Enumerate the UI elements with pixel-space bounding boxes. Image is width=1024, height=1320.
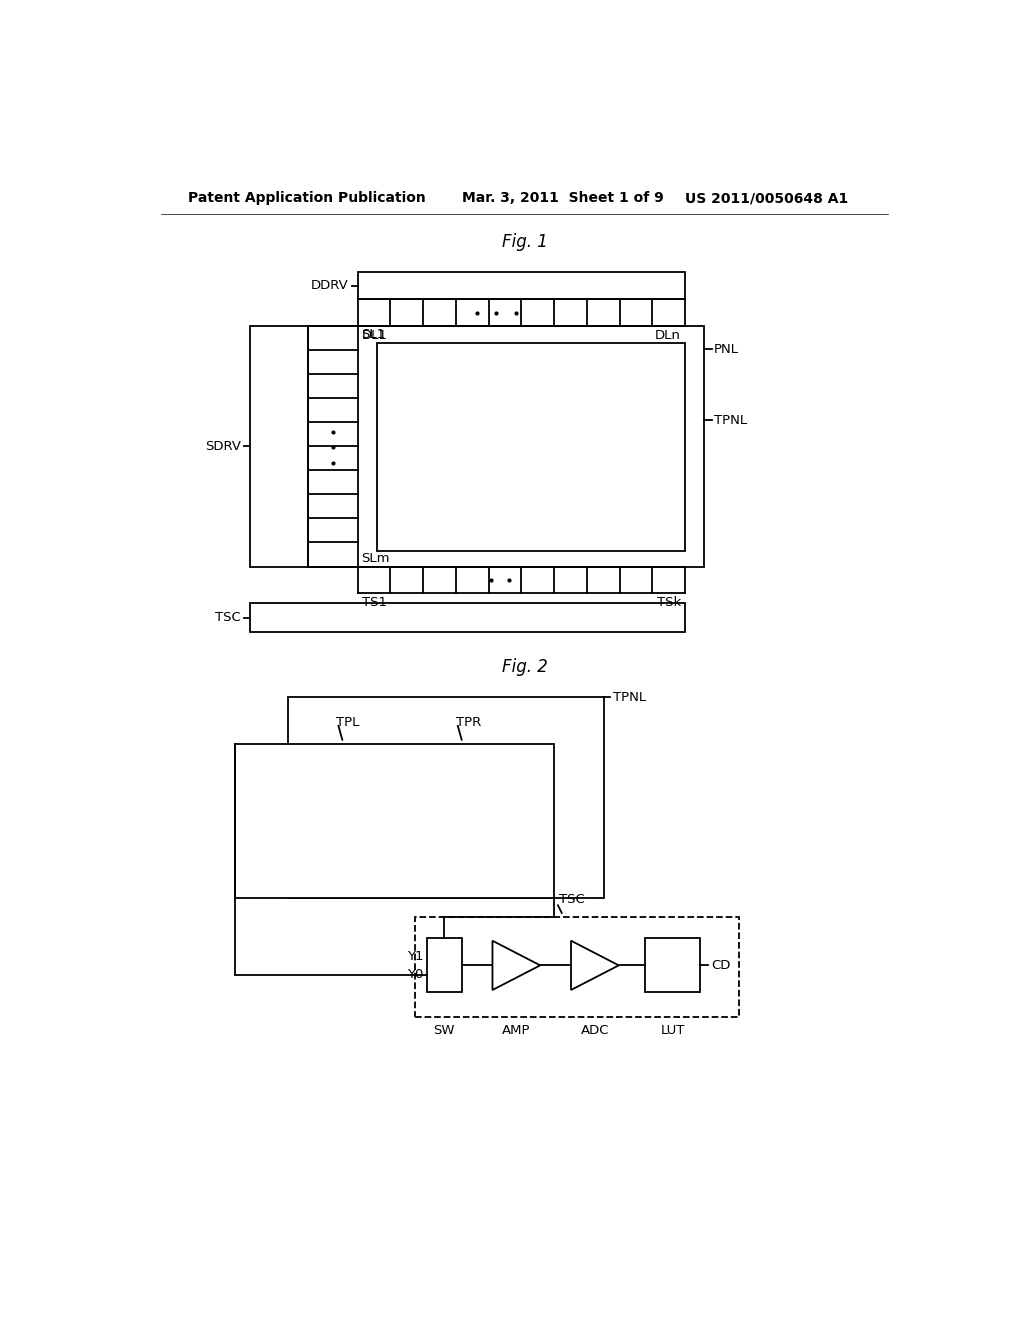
Text: PNL: PNL (714, 343, 739, 356)
Text: TS1: TS1 (361, 595, 387, 609)
Text: SDRV: SDRV (205, 440, 241, 453)
Bar (427, 937, 462, 991)
Text: AMP: AMP (502, 1024, 530, 1038)
Bar (357, 272, 685, 300)
Text: DLn: DLn (655, 329, 681, 342)
Text: Y1: Y1 (407, 949, 423, 962)
Text: DL1: DL1 (361, 329, 387, 342)
Text: TPL: TPL (336, 717, 359, 730)
Text: CD: CD (711, 958, 730, 972)
Polygon shape (493, 941, 541, 990)
Bar (250, 326, 307, 566)
Bar (234, 743, 554, 898)
Text: TSC: TSC (215, 611, 241, 624)
Text: SW: SW (433, 1024, 455, 1038)
Bar (250, 603, 685, 632)
Text: TSk: TSk (656, 595, 681, 609)
Text: US 2011/0050648 A1: US 2011/0050648 A1 (685, 191, 848, 206)
Text: Fig. 2: Fig. 2 (502, 657, 548, 676)
Text: TSC: TSC (559, 892, 585, 906)
Polygon shape (571, 941, 618, 990)
Bar (307, 326, 705, 566)
Text: Mar. 3, 2011  Sheet 1 of 9: Mar. 3, 2011 Sheet 1 of 9 (462, 191, 664, 206)
Bar (289, 697, 604, 898)
Text: DDRV: DDRV (310, 280, 348, 292)
Text: LUT: LUT (660, 1024, 685, 1038)
Text: TPNL: TPNL (613, 690, 646, 704)
Bar (416, 917, 739, 1016)
Text: TPNL: TPNL (714, 413, 748, 426)
Bar (645, 937, 700, 991)
Text: Fig. 1: Fig. 1 (502, 232, 548, 251)
Text: Patent Application Publication: Patent Application Publication (188, 191, 426, 206)
Text: ADC: ADC (581, 1024, 609, 1038)
Text: TPR: TPR (456, 717, 480, 730)
Bar (377, 343, 685, 552)
Text: Y0: Y0 (407, 968, 423, 981)
Text: SLm: SLm (360, 552, 389, 565)
Text: SL1: SL1 (360, 327, 385, 341)
